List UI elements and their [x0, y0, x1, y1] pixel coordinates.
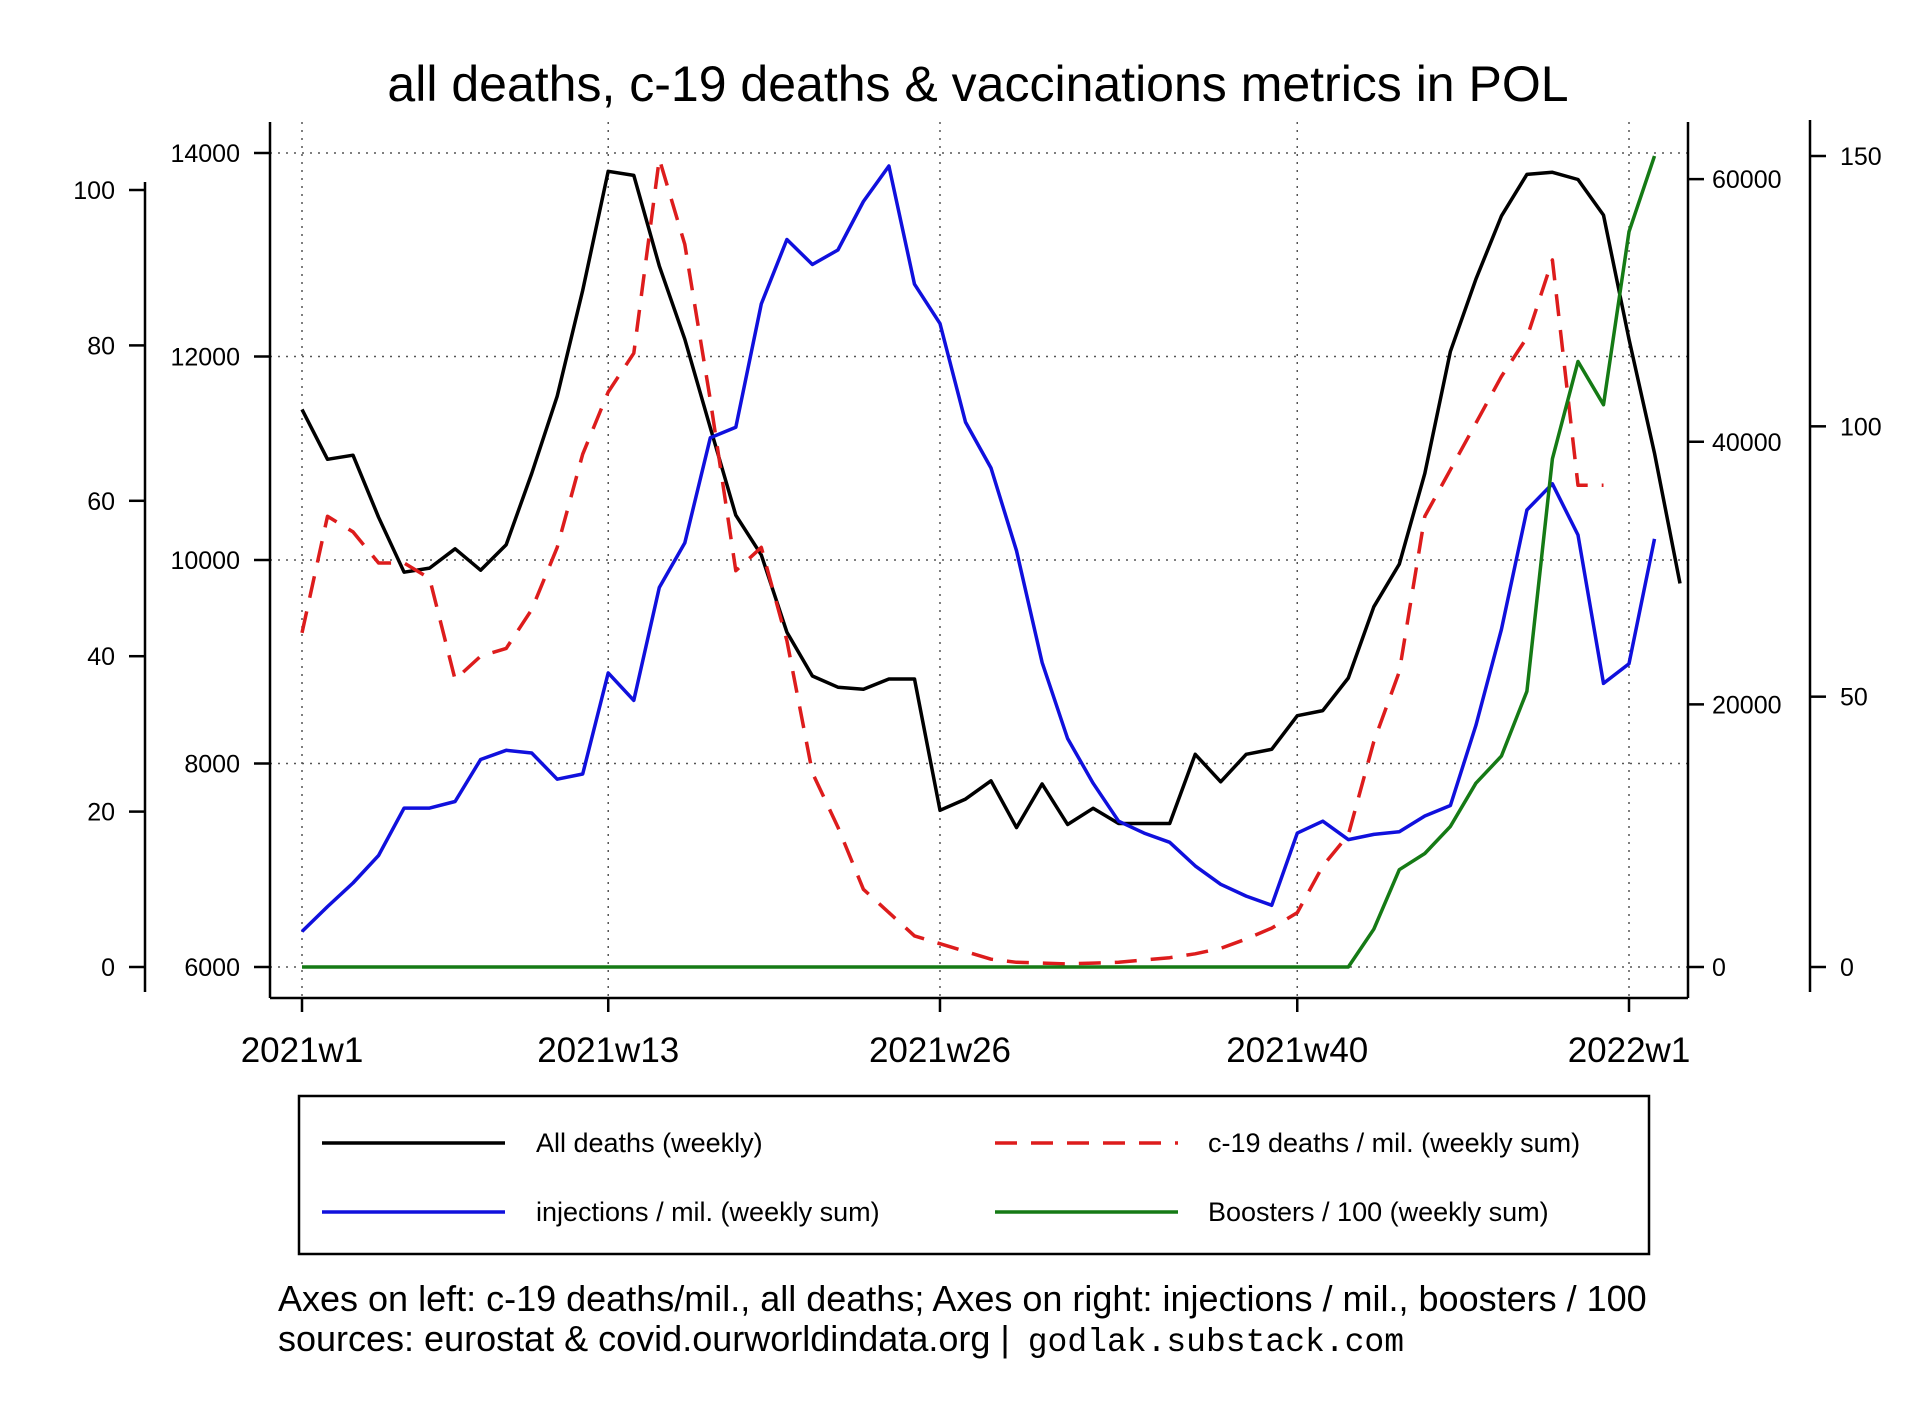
- y-tick-label-boost: 50: [1840, 684, 1868, 712]
- chart-title: all deaths, c-19 deaths & vaccinations m…: [387, 56, 1568, 112]
- x-tick-label: 2021w1: [241, 1031, 364, 1070]
- series-line-boosters: [302, 155, 1657, 969]
- sources-text: sources: eurostat & covid.ourworldindata…: [278, 1318, 1010, 1359]
- x-tick-label: 2021w13: [537, 1031, 679, 1070]
- x-tick-label: 2021w26: [869, 1031, 1011, 1070]
- legend-label: injections / mil. (weekly sum): [536, 1197, 880, 1227]
- legend: All deaths (weekly) c-19 deaths / mil. (w…: [297, 1094, 1651, 1256]
- legend-label: Boosters / 100 (weekly sum): [1208, 1197, 1549, 1227]
- series: [300, 155, 1682, 969]
- y-tick-label-deaths: 14000: [170, 140, 240, 168]
- site-link[interactable]: godlak.substack.com: [1027, 1324, 1405, 1361]
- y-tick-label-inj: 0: [1712, 954, 1726, 982]
- x-tick-label: 2021w40: [1226, 1031, 1368, 1070]
- y-tick-label-c19: 20: [87, 799, 115, 827]
- y-tick-label-inj: 20000: [1712, 691, 1782, 719]
- y-tick-label-boost: 0: [1840, 954, 1854, 982]
- y-tick-label-boost: 100: [1840, 413, 1882, 441]
- y-tick-label-boost: 150: [1840, 143, 1882, 171]
- y-tick-label-deaths: 12000: [170, 344, 240, 372]
- legend-label: c-19 deaths / mil. (weekly sum): [1208, 1128, 1580, 1158]
- y-tick-label-deaths: 6000: [184, 954, 240, 982]
- y-tick-label-inj: 40000: [1712, 429, 1782, 457]
- series-line-c19-deaths: [300, 157, 1604, 966]
- y-tick-label-c19: 0: [101, 954, 115, 982]
- y-tick-label-c19: 40: [87, 643, 115, 671]
- y-tick-label-c19: 100: [73, 177, 115, 205]
- legend-label: All deaths (weekly): [536, 1128, 763, 1158]
- y-tick-label-c19: 60: [87, 488, 115, 516]
- grid: [270, 122, 1688, 998]
- legend-box: [297, 1094, 1651, 1256]
- series-line-all-deaths: [300, 169, 1682, 830]
- series-line-injections: [300, 164, 1657, 933]
- y-tick-label-c19: 80: [87, 332, 115, 360]
- axes: 2021w1 2021w13 2021w26 2021w40 2022w1 0 20 40 60…: [73, 120, 1882, 1070]
- x-tick-label: 2022w1: [1568, 1031, 1691, 1070]
- sources-line: sources: eurostat & covid.ourworldindata…: [278, 1318, 1404, 1361]
- y-tick-label-inj: 60000: [1712, 166, 1782, 194]
- y-tick-label-deaths: 8000: [184, 751, 240, 779]
- axes-note: Axes on left: c-19 deaths/mil., all deat…: [278, 1278, 1647, 1319]
- y-tick-label-deaths: 10000: [170, 547, 240, 575]
